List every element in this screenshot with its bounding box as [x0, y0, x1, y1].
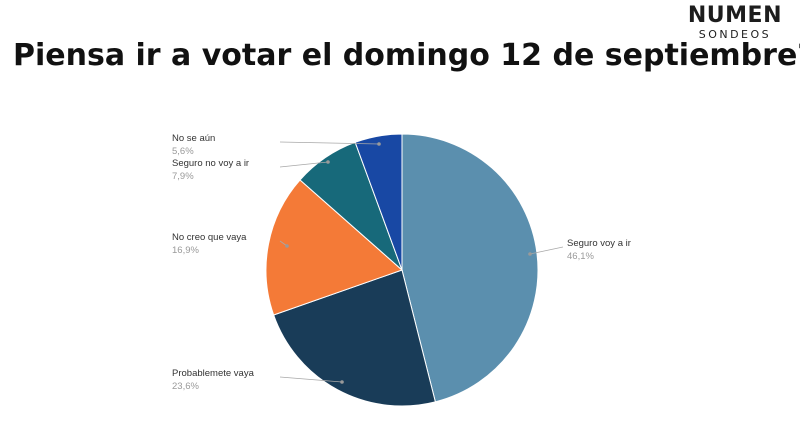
slice-label-name: Seguro no voy a ir [172, 158, 249, 169]
slice-label-percent: 46,1% [567, 251, 594, 262]
leader-dot [340, 380, 344, 384]
leader-line [529, 246, 564, 255]
slice-label-seguro-voy-a-ir: Seguro voy a ir 46,1% [528, 238, 631, 262]
pie-slice-probablemete-vaya [273, 269, 436, 407]
leader-line [279, 376, 343, 383]
pie-slice-no-se-aun [354, 133, 403, 271]
slice-label-percent: 23,6% [172, 381, 199, 392]
slice-label-probablemete-vaya: Probablemete vaya 23,6% [172, 368, 344, 392]
leader-dot [377, 142, 381, 146]
brand-name: NUMEN [687, 3, 782, 28]
leader-dot [528, 252, 532, 256]
slice-label-name: No se aún [172, 133, 215, 144]
slice-label-no-se-aun: No se aún 5,6% [172, 133, 381, 157]
chart-title: Piensa ir a votar el domingo 12 de septi… [13, 38, 800, 73]
slice-label-no-creo-que-vaya: No creo que vaya 16,9% [172, 232, 289, 256]
slice-label-percent: 5,6% [172, 146, 194, 157]
leader-line [279, 161, 329, 168]
brand-logo: NUMEN SONDEOS [688, 4, 782, 42]
slice-label-seguro-no-voy-a-ir: Seguro no voy a ir 7,9% [172, 158, 330, 182]
pie-slice-no-creo-que-vaya [265, 179, 403, 316]
slice-label-percent: 16,9% [172, 245, 199, 256]
leader-line [279, 141, 380, 145]
leader-dot [326, 160, 330, 164]
leader-dot [285, 244, 289, 248]
slice-label-name: Probablemete vaya [172, 368, 255, 379]
brand-sub: SONDEOS [698, 28, 772, 41]
slice-label-name: No creo que vaya [172, 232, 247, 243]
slice-label-name: Seguro voy a ir [567, 238, 631, 249]
slice-label-percent: 7,9% [172, 171, 194, 182]
pie-slice-seguro-voy-a-ir [401, 133, 539, 403]
